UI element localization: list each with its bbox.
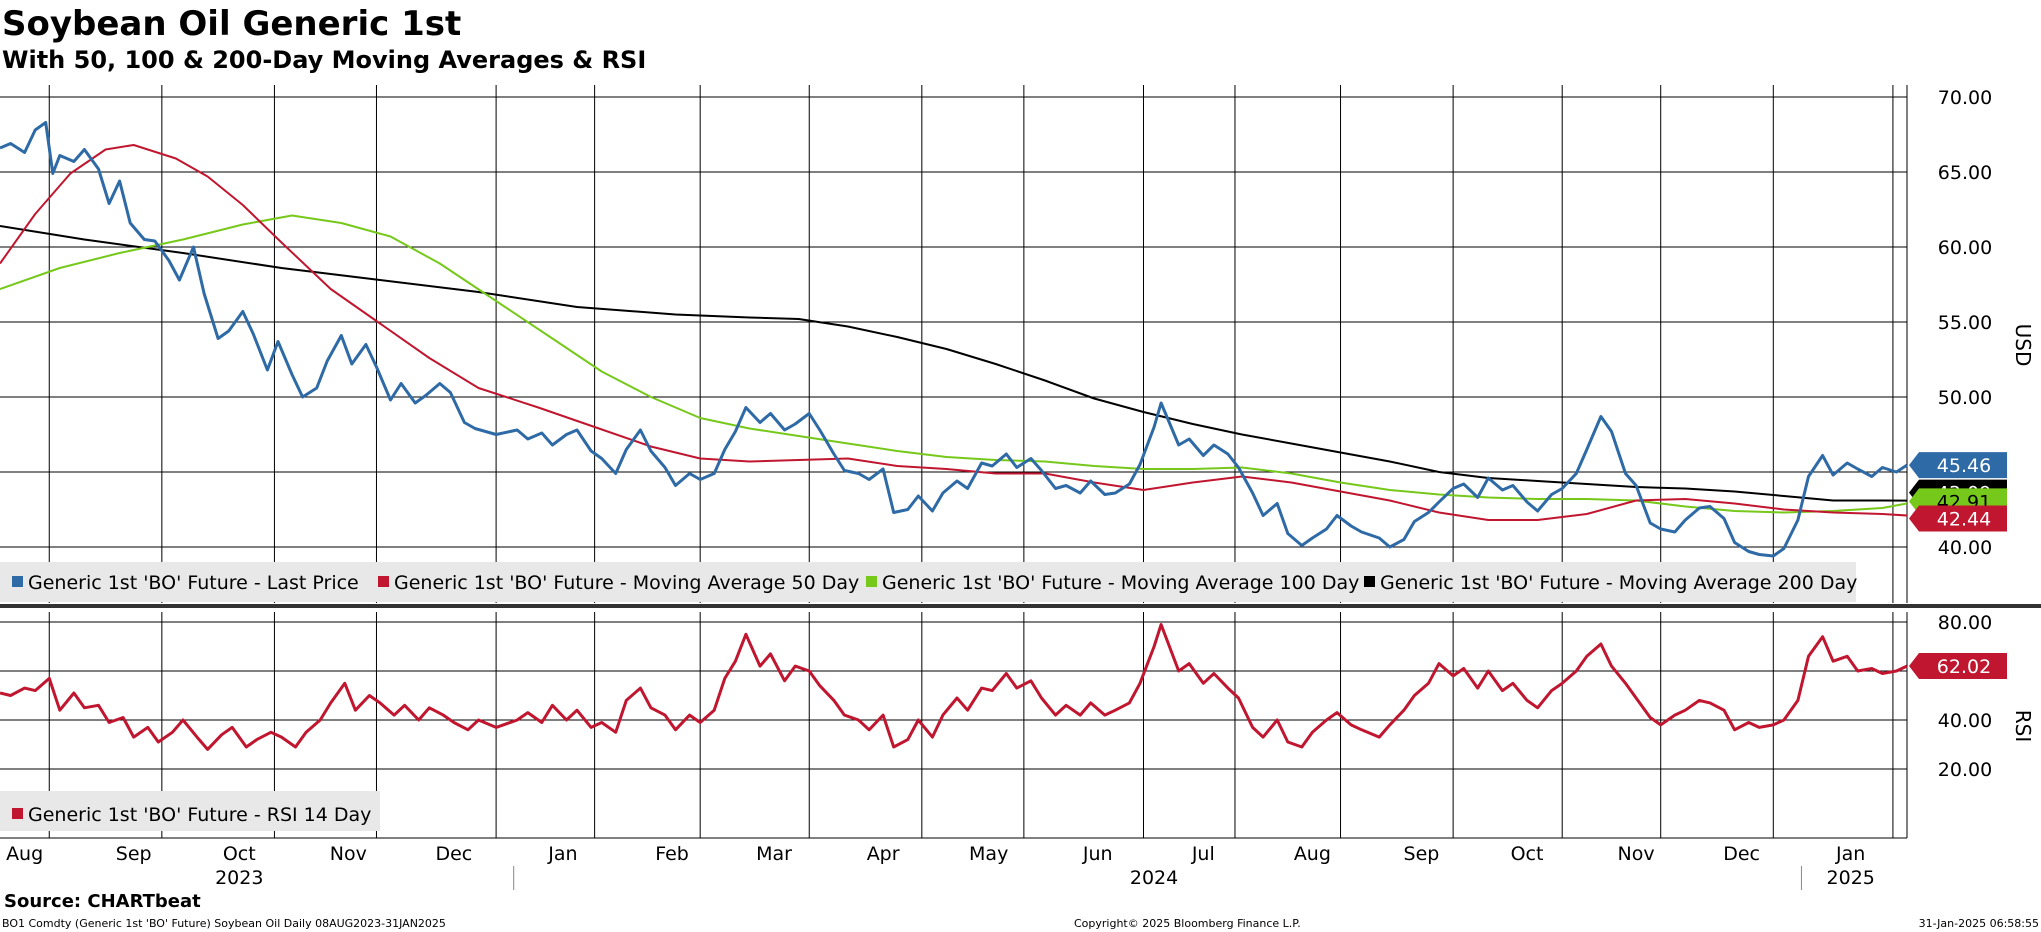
legend-swatch bbox=[12, 808, 23, 819]
x-tick-label: Apr bbox=[867, 843, 900, 865]
series-lines bbox=[0, 121, 1908, 751]
footer-description: BO1 Comdty (Generic 1st 'BO' Future) Soy… bbox=[2, 917, 446, 930]
series-line bbox=[0, 121, 1908, 558]
x-tick-label: May bbox=[969, 843, 1008, 865]
legend-swatch bbox=[866, 576, 877, 587]
x-tick-label: Sep bbox=[1404, 843, 1440, 865]
legend-label: Generic 1st 'BO' Future - Moving Average… bbox=[1380, 572, 1857, 594]
series-line bbox=[0, 144, 1908, 521]
price-tick-label: 55.00 bbox=[1938, 312, 1992, 334]
last-value-tag bbox=[1909, 452, 2007, 479]
price-tick-label: 70.00 bbox=[1938, 87, 1992, 109]
price-tick-label: 65.00 bbox=[1938, 162, 1992, 184]
footer-timestamp: 31-Jan-2025 06:58:55 bbox=[1918, 917, 2039, 930]
legend-label: Generic 1st 'BO' Future - Moving Average… bbox=[882, 572, 1359, 594]
x-tick-label: Sep bbox=[116, 843, 152, 865]
last-value-text: 45.46 bbox=[1937, 455, 1991, 477]
x-tick-label: Dec bbox=[1723, 843, 1760, 865]
series-line bbox=[0, 214, 1908, 514]
x-tick-label: Aug bbox=[1294, 843, 1331, 865]
legend-label: Generic 1st 'BO' Future - Last Price bbox=[28, 572, 359, 594]
last-value-text: 42.44 bbox=[1937, 509, 1991, 531]
x-tick-label: Jul bbox=[1191, 843, 1215, 865]
x-tick-label: Mar bbox=[756, 843, 792, 865]
last-value-tag bbox=[1909, 505, 2007, 532]
price-tick-label: 40.00 bbox=[1938, 537, 1992, 559]
x-year-label: 2025 bbox=[1827, 867, 1875, 889]
x-tick-label: Jan bbox=[1835, 843, 1865, 865]
last-value-tag bbox=[1909, 653, 2007, 680]
series-line bbox=[0, 225, 1908, 502]
chart-title: Soybean Oil Generic 1st bbox=[2, 4, 462, 44]
x-tick-label: Nov bbox=[1618, 843, 1655, 865]
x-tick-label: Oct bbox=[223, 843, 256, 865]
legends: Generic 1st 'BO' Future - Last Price Gene… bbox=[0, 562, 1857, 831]
footer-copyright: Copyright© 2025 Bloomberg Finance L.P. bbox=[1074, 917, 1301, 930]
axes: USD RSI 70.00 65.00 60.00 55.00 50.00 40.00 80… bbox=[6, 87, 2035, 890]
x-tick-label: Jan bbox=[547, 843, 577, 865]
chart-subtitle: With 50, 100 & 200-Day Moving Averages &… bbox=[2, 46, 647, 74]
price-tick-label: 60.00 bbox=[1938, 237, 1992, 259]
price-legend-box bbox=[0, 562, 1856, 602]
x-tick-label: Dec bbox=[435, 843, 472, 865]
x-year-label: 2023 bbox=[215, 867, 263, 889]
rsi-line bbox=[0, 623, 1908, 751]
rsi-tick-label: 40.00 bbox=[1938, 710, 1992, 732]
legend-swatch bbox=[12, 576, 23, 587]
legend-label: Generic 1st 'BO' Future - Moving Average… bbox=[394, 572, 859, 594]
x-tick-label: Nov bbox=[330, 843, 367, 865]
rsi-axis-title: RSI bbox=[2011, 710, 2035, 743]
rsi-legend-box bbox=[0, 791, 380, 831]
price-axis-title: USD bbox=[2011, 324, 2035, 367]
legend-swatch bbox=[378, 576, 389, 587]
x-tick-label: Jun bbox=[1082, 843, 1113, 865]
rsi-tick-label: 80.00 bbox=[1938, 612, 1992, 634]
legend-label: Generic 1st 'BO' Future - RSI 14 Day bbox=[28, 804, 371, 826]
rsi-tick-label: 20.00 bbox=[1938, 759, 1992, 781]
x-tick-label: Aug bbox=[6, 843, 43, 865]
x-tick-label: Oct bbox=[1511, 843, 1544, 865]
legend-swatch bbox=[1364, 576, 1375, 587]
price-tick-label: 50.00 bbox=[1938, 387, 1992, 409]
x-year-label: 2024 bbox=[1130, 867, 1178, 889]
last-value-text: 62.02 bbox=[1937, 656, 1991, 678]
source-note: Source: CHARTbeat bbox=[4, 891, 201, 912]
x-tick-label: Feb bbox=[655, 843, 689, 865]
